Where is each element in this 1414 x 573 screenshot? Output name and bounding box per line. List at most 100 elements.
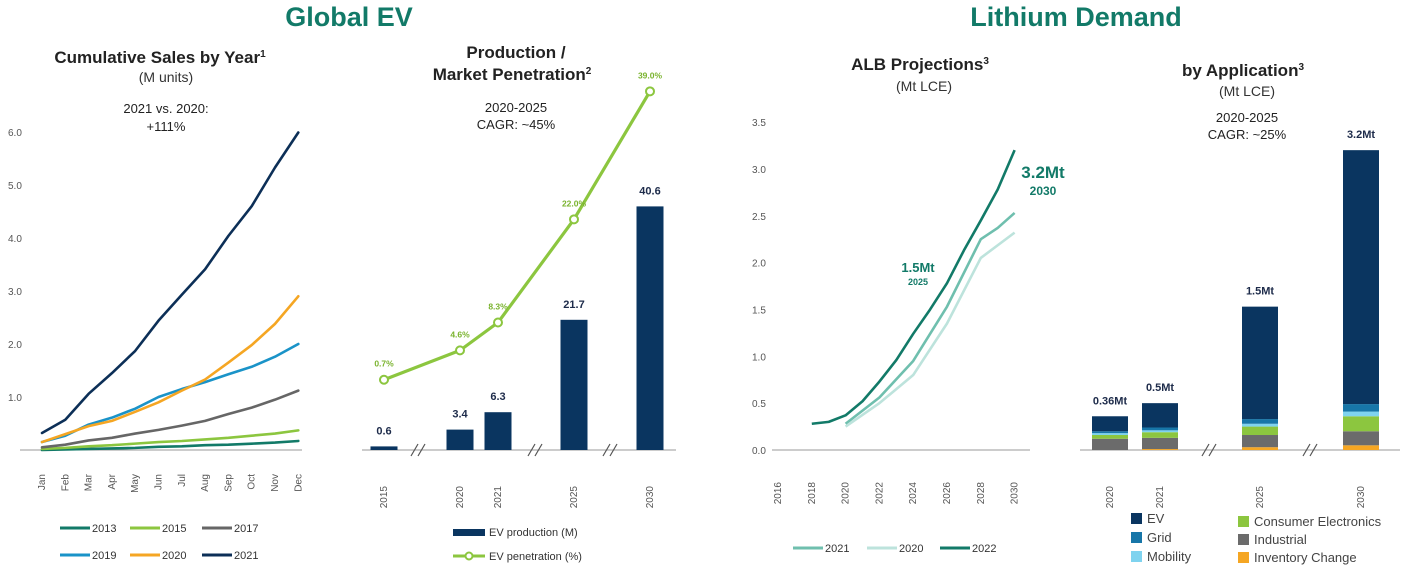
penetration-point <box>455 345 465 356</box>
penetration-label: 39.0% <box>638 70 663 80</box>
cumulative-x-tick: Jul <box>177 474 188 487</box>
production-bar <box>560 319 588 450</box>
cumulative-x-tick: Sep <box>223 474 234 492</box>
application-segment-mobility <box>1142 430 1178 433</box>
application-axis-break-a <box>1201 443 1210 457</box>
production-bar-label: 0.6 <box>376 425 391 437</box>
application-segment-consumer-electronics <box>1343 416 1379 432</box>
penetration-point <box>569 214 579 225</box>
application-segment-industrial <box>1242 435 1278 448</box>
application-legend-label: Industrial <box>1254 532 1307 547</box>
production-bar <box>636 206 664 450</box>
production-x-tick: 2030 <box>645 486 656 509</box>
production-bar <box>484 412 512 450</box>
production-axis-break-b <box>609 443 618 457</box>
alb-annotation-2025-year: 2025 <box>908 277 928 287</box>
production-axis-break-a <box>410 443 419 457</box>
application-legend-swatch <box>1238 516 1249 527</box>
application-x-tick: 2020 <box>1105 486 1116 509</box>
alb-x-tick: 2018 <box>807 482 818 505</box>
production-bar-label: 21.7 <box>563 299 584 311</box>
application-axis-break-a <box>1302 443 1311 457</box>
application-segment-mobility <box>1343 411 1379 417</box>
penetration-line <box>383 90 652 382</box>
production-cagr-line2: CAGR: ~45% <box>477 117 556 132</box>
application-cagr-line2: CAGR: ~25% <box>1208 127 1287 142</box>
penetration-label: 22.0% <box>562 198 587 208</box>
alb-x-tick: 2028 <box>976 482 987 505</box>
cumulative-x-tick: Feb <box>60 474 71 492</box>
production-bar-label: 40.6 <box>639 185 660 197</box>
application-legend-swatch <box>1131 532 1142 543</box>
application-segment-inventory-change <box>1242 447 1278 450</box>
penetration-label: 0.7% <box>374 359 394 369</box>
application-segment-industrial <box>1092 438 1128 450</box>
production-cagr-line1: 2020-2025 <box>485 100 547 115</box>
application-legend-label: Consumer Electronics <box>1254 514 1382 529</box>
alb-projections-subtitle: (Mt LCE) <box>896 78 952 94</box>
application-segment-grid <box>1242 419 1278 424</box>
penetration-point <box>379 374 389 385</box>
production-legend-label: EV production (M) <box>489 527 578 539</box>
production-x-tick: 2021 <box>493 486 504 509</box>
application-segment-ev <box>1242 306 1278 420</box>
application-segment-ev <box>1142 403 1178 428</box>
application-legend-label: EV <box>1147 511 1165 526</box>
alb-y-tick: 1.5 <box>752 305 766 316</box>
production-axis-break-a <box>602 443 611 457</box>
alb-y-tick: 0.5 <box>752 399 766 410</box>
cumulative-legend-label: 2020 <box>162 550 186 562</box>
production-axis-break-b <box>417 443 426 457</box>
application-x-tick: 2021 <box>1155 486 1166 509</box>
cumulative-series-2020-line <box>40 294 300 444</box>
alb-y-tick: 0.0 <box>752 446 766 457</box>
application-segment-industrial <box>1343 431 1379 446</box>
penetration-legend-marker <box>464 551 474 561</box>
cumulative-series-2017-line <box>40 389 300 449</box>
application-segment-grid <box>1092 431 1128 434</box>
application-segment-mobility <box>1092 433 1128 436</box>
alb-x-tick: 2016 <box>773 482 784 505</box>
production-legend-swatch <box>453 529 485 536</box>
alb-x-tick: 2024 <box>908 482 919 505</box>
production-bar <box>446 429 474 450</box>
application-segment-grid <box>1343 404 1379 412</box>
cumulative-x-tick: Apr <box>107 473 118 489</box>
alb-series-2022-line <box>811 149 1016 426</box>
cumulative-series-2013-line <box>40 439 300 452</box>
alb-legend-label: 2022 <box>972 543 996 555</box>
application-segment-consumer-electronics <box>1242 426 1278 436</box>
application-x-tick: 2030 <box>1356 486 1367 509</box>
cumulative-legend-label: 2019 <box>92 550 116 562</box>
alb-x-tick: 2020 <box>841 482 852 505</box>
alb-series-2021-line <box>844 211 1016 425</box>
production-bar <box>370 446 398 450</box>
alb-y-tick: 3.0 <box>752 165 766 176</box>
alb-annotation-2025-value: 1.5Mt <box>901 260 935 275</box>
application-total-label: 1.5Mt <box>1246 286 1274 298</box>
application-legend-label: Mobility <box>1147 549 1192 564</box>
penetration-point <box>645 86 655 97</box>
cumulative-sales-subtitle: (M units) <box>139 69 193 85</box>
alb-y-tick: 1.0 <box>752 352 766 363</box>
cumulative-x-tick: Jan <box>37 474 48 490</box>
application-legend-label: Inventory Change <box>1254 550 1357 565</box>
cumulative-x-tick: Nov <box>270 474 281 492</box>
plots-layer: 1.0 2.0 3.0 4.0 5.0 6.0 Jan Feb Mar Apr May Jun Jul A… <box>8 70 1400 565</box>
production-axis-break-a <box>527 443 536 457</box>
application-segment-inventory-change <box>1142 449 1178 450</box>
cumulative-y-tick: 2.0 <box>8 340 22 351</box>
application-segment-consumer-electronics <box>1142 432 1178 438</box>
application-segment-ev <box>1092 416 1128 432</box>
application-axis-break-b <box>1208 443 1217 457</box>
cumulative-series-2015-line <box>40 429 300 451</box>
cumulative-x-tick: Aug <box>200 474 211 492</box>
cumulative-x-tick: Oct <box>247 474 258 490</box>
application-total-label: 0.36Mt <box>1093 395 1128 407</box>
production-x-tick: 2015 <box>379 486 390 509</box>
alb-x-tick: 2026 <box>942 482 953 505</box>
alb-legend-label: 2021 <box>825 543 849 555</box>
cumulative-x-tick: Mar <box>84 473 95 491</box>
by-application-title: by Application3 <box>1182 61 1305 80</box>
